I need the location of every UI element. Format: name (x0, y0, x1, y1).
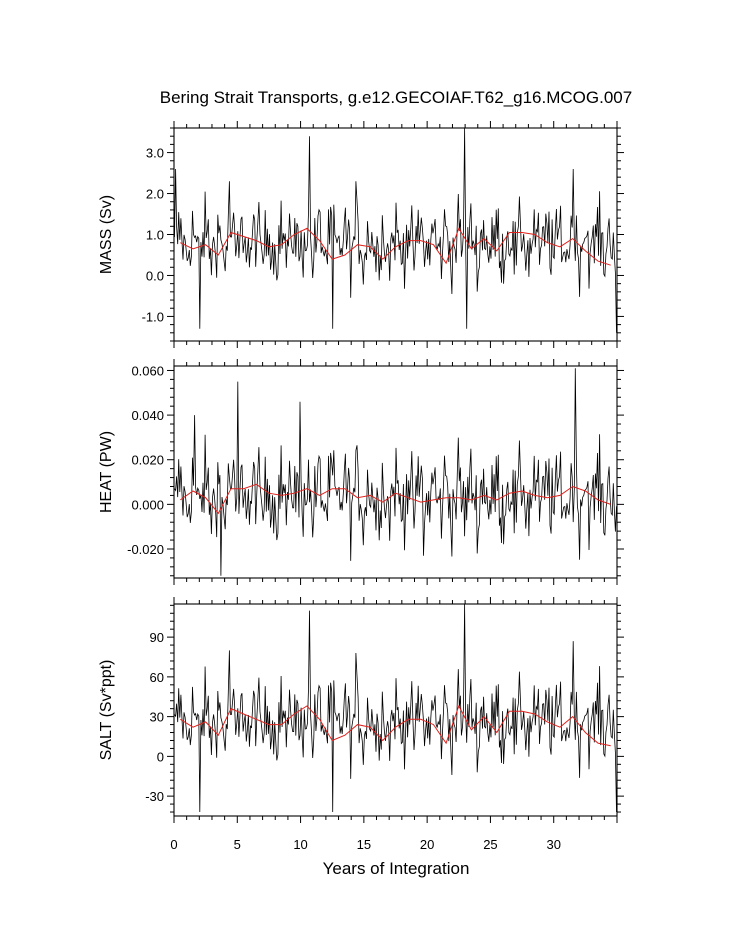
y-tick-label: -30 (145, 789, 164, 804)
x-tick-label: 5 (234, 837, 241, 852)
x-tick-label: 0 (170, 837, 177, 852)
x-tick-label: 30 (546, 837, 560, 852)
y-tick-label: 0.000 (131, 497, 164, 512)
y-tick-label: 0.060 (131, 363, 164, 378)
y-tick-label: 0.0 (146, 268, 164, 283)
monthly-series-line (174, 603, 617, 813)
panels: -1.0 0.0 1.0 2.0 3.0 MASS (Sv) -0.020 0.000 0.02… (98, 121, 624, 852)
panel-1: -1.0 0.0 1.0 2.0 3.0 MASS (Sv) (98, 121, 624, 348)
annual-mean-line (180, 483, 611, 515)
x-tick-label: 15 (357, 837, 371, 852)
y-tick-label: 30 (150, 710, 164, 725)
y-tick-label: 3.0 (146, 146, 164, 161)
y-tick-label: -0.020 (127, 542, 164, 557)
chart-title: Bering Strait Transports, g.e12.GECOIAF.… (160, 88, 632, 107)
y-tick-label: 60 (150, 670, 164, 685)
y-tick-label: -1.0 (142, 309, 164, 324)
x-tick-label: 20 (420, 837, 434, 852)
plot-frame (173, 603, 618, 817)
x-tick-label: 10 (293, 837, 307, 852)
y-tick-label: 90 (150, 630, 164, 645)
y-tick-label: 1.0 (146, 228, 164, 243)
y-tick-label: 0.020 (131, 453, 164, 468)
y-axis-label: MASS (Sv) (98, 195, 115, 274)
monthly-series-line (174, 368, 617, 576)
y-axis-label: HEAT (PW) (98, 431, 115, 513)
panel-2: -0.020 0.000 0.020 0.040 0.060 HEAT (PW) (98, 359, 624, 585)
x-tick-label: 25 (483, 837, 497, 852)
plot-frame (173, 365, 618, 579)
annual-mean-line (180, 227, 611, 266)
monthly-series-line (174, 127, 617, 333)
panel-3: -30 0 30 60 90 SALT (Sv*ppt) (98, 597, 624, 823)
y-tick-label: 0 (157, 749, 164, 764)
y-tick-label: 0.040 (131, 408, 164, 423)
y-tick-label: 2.0 (146, 187, 164, 202)
annual-mean-line (180, 704, 611, 747)
x-axis-label: Years of Integration (323, 859, 470, 878)
y-axis-label: SALT (Sv*ppt) (98, 660, 115, 761)
